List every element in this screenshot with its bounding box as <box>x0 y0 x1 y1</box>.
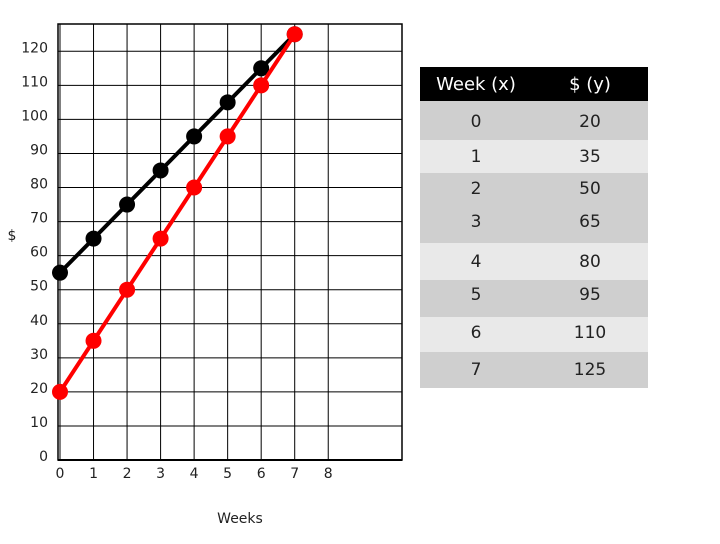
table-row-bg <box>420 317 648 352</box>
x-tick-label: 4 <box>190 466 199 482</box>
y-tick-label: 110 <box>21 74 48 90</box>
table-cell: 2 <box>471 179 482 199</box>
y-tick-label: 10 <box>30 415 48 431</box>
y-tick-label: 100 <box>21 108 48 124</box>
table-cell: 5 <box>471 285 482 305</box>
data-point <box>219 128 236 145</box>
table-cell: 125 <box>574 360 606 380</box>
table-cell: 1 <box>471 147 482 167</box>
table-cell: 65 <box>579 212 601 232</box>
y-tick-label: 30 <box>30 347 48 363</box>
table-row-bg <box>420 140 648 173</box>
table-cell: 20 <box>579 112 601 132</box>
data-point <box>186 179 203 196</box>
data-point <box>85 230 102 247</box>
data-point <box>152 230 169 247</box>
y-tick-label: 20 <box>30 381 48 397</box>
x-tick-label: 0 <box>56 466 65 482</box>
x-tick-label: 1 <box>89 466 98 482</box>
series-line <box>58 33 297 393</box>
data-point <box>253 60 270 77</box>
x-tick-label: 2 <box>123 466 132 482</box>
table-header-bg <box>420 67 648 101</box>
plot-frame <box>57 23 403 461</box>
table-cell: 50 <box>579 179 601 199</box>
table-cell: 0 <box>471 112 482 132</box>
table-cell: 35 <box>579 147 601 167</box>
y-axis-label: $ <box>8 228 17 244</box>
y-tick-label: 60 <box>30 245 48 261</box>
table-cell: 4 <box>471 252 482 272</box>
table-cell: 80 <box>579 252 601 272</box>
table-row-bg <box>420 243 648 280</box>
x-tick-label: 5 <box>223 466 232 482</box>
data-point <box>253 77 270 94</box>
x-tick-label: 8 <box>324 466 333 482</box>
data-point <box>186 128 203 145</box>
data-point <box>219 94 236 111</box>
y-tick-label: 80 <box>30 177 48 193</box>
table-row-bg <box>420 352 648 388</box>
table-cell: 3 <box>471 212 482 232</box>
table-header: Week (x) <box>436 74 516 95</box>
table-cell: 7 <box>471 360 482 380</box>
table: Week (x) $ (y) 0 20 1 35 2 50 3 65 4 80 5 95 6 110 7 125 <box>420 67 648 388</box>
data-point <box>119 281 136 298</box>
y-tick-label: 120 <box>21 40 48 56</box>
x-tick-label: 7 <box>290 466 299 482</box>
table-cell: 6 <box>471 323 482 343</box>
x-axis-label: Weeks <box>217 511 263 527</box>
table-row-bg <box>420 101 648 140</box>
data-point <box>119 196 136 213</box>
data-point <box>286 26 303 43</box>
table-cell: 95 <box>579 285 601 305</box>
data-point <box>52 383 68 400</box>
y-tick-label: 90 <box>30 142 48 158</box>
table-header: $ (y) <box>569 74 611 95</box>
table-row-bg <box>420 280 648 317</box>
data-point <box>52 264 68 281</box>
data-point <box>85 332 102 349</box>
table-row-bg <box>420 173 648 243</box>
x-tick-label: 6 <box>257 466 266 482</box>
y-tick-label: 40 <box>30 313 48 329</box>
table-cell: 110 <box>574 323 606 343</box>
y-tick-label: 0 <box>39 449 48 465</box>
x-tick-label: 3 <box>156 466 165 482</box>
data-point <box>152 162 169 179</box>
y-tick-label: 50 <box>30 279 48 295</box>
y-tick-label: 70 <box>30 211 48 227</box>
